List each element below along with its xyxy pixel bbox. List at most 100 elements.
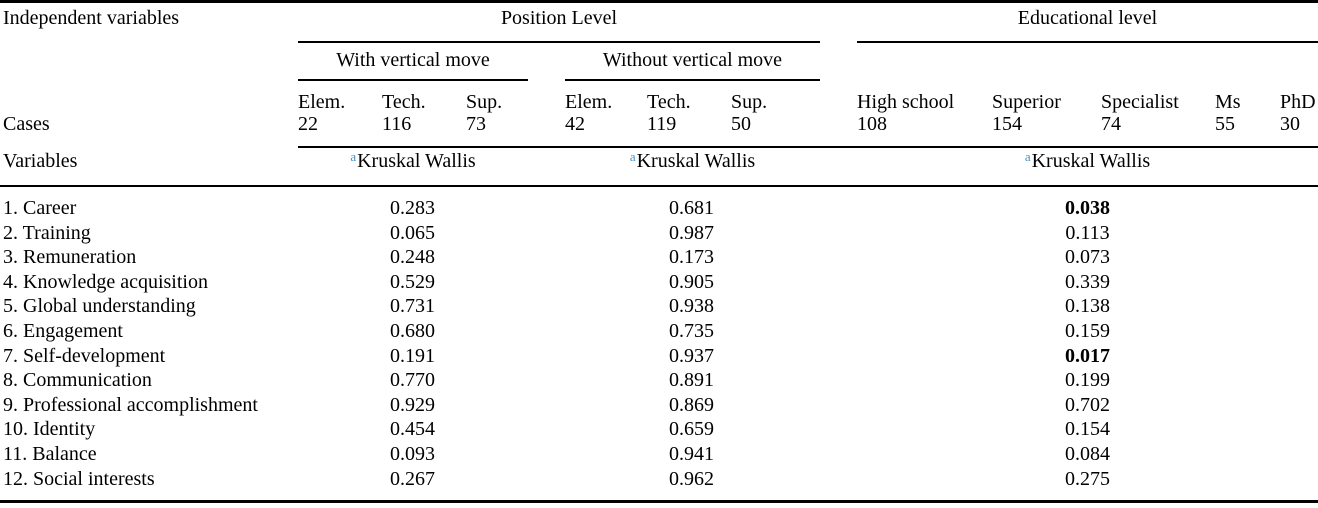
cases-value: 30 bbox=[1280, 113, 1300, 135]
footnote-marker-a: a bbox=[350, 149, 357, 164]
table-row: 5. Global understanding 0.731 0.938 0.13… bbox=[0, 294, 1318, 319]
position-level-header: Position Level bbox=[500, 7, 618, 29]
pvalue-education: 0.073 bbox=[1065, 246, 1110, 269]
table-row: 2. Training 0.065 0.987 0.113 bbox=[0, 221, 1318, 246]
pvalue-without-move: 0.987 bbox=[669, 221, 714, 244]
pvalue-with-move: 0.929 bbox=[390, 393, 435, 416]
pvalue-with-move: 0.283 bbox=[390, 197, 435, 219]
table-row: 12. Social interests 0.267 0.962 0.275 bbox=[0, 467, 1318, 492]
table-row: 6. Engagement 0.680 0.735 0.159 bbox=[0, 319, 1318, 344]
pvalue-education: 0.702 bbox=[1065, 393, 1110, 416]
rule-bottom bbox=[0, 500, 1318, 503]
test-name: Kruskal Wallis bbox=[636, 150, 756, 172]
with-vertical-move-header: With vertical move bbox=[336, 49, 490, 71]
pvalue-without-move: 0.173 bbox=[669, 246, 714, 269]
pvalue-without-move: 0.891 bbox=[669, 369, 714, 392]
pvalue-without-move: 0.869 bbox=[669, 393, 714, 416]
cases-value: 116 bbox=[382, 113, 412, 135]
pvalue-education: 0.113 bbox=[1065, 221, 1110, 244]
rule-position-level bbox=[298, 41, 820, 43]
pvalue-with-move: 0.191 bbox=[390, 344, 435, 367]
column-header: PhD bbox=[1280, 91, 1316, 113]
column-header: High school bbox=[857, 91, 955, 113]
test-name: Kruskal Wallis bbox=[1031, 150, 1151, 172]
rule-under-variables bbox=[0, 185, 1318, 187]
row-label: 7. Self-development bbox=[3, 344, 166, 367]
column-header: Tech. bbox=[382, 91, 426, 113]
row-label: 12. Social interests bbox=[3, 467, 155, 490]
cases-value: 154 bbox=[992, 113, 1022, 135]
row-label: 6. Engagement bbox=[3, 319, 123, 342]
test-label-without-move: aKruskal Wallis bbox=[565, 147, 820, 175]
table-row: 11. Balance 0.093 0.941 0.084 bbox=[0, 442, 1318, 467]
pvalue-with-move: 0.454 bbox=[390, 418, 435, 441]
pvalue-without-move: 0.962 bbox=[669, 467, 714, 490]
pvalue-education: 0.038 bbox=[1065, 197, 1110, 219]
row-label: 11. Balance bbox=[3, 442, 97, 465]
table-row: 9. Professional accomplishment 0.929 0.8… bbox=[0, 393, 1318, 418]
table-row: 8. Communication 0.770 0.891 0.199 bbox=[0, 368, 1318, 393]
pvalue-education: 0.154 bbox=[1065, 418, 1110, 441]
independent-variables-header: Independent variables bbox=[3, 7, 180, 29]
variables-label: Variables bbox=[3, 150, 78, 172]
pvalue-without-move: 0.735 bbox=[669, 319, 714, 342]
pvalue-with-move: 0.770 bbox=[390, 369, 435, 392]
rule-without-vertical-move bbox=[565, 79, 820, 81]
pvalue-with-move: 0.093 bbox=[390, 442, 435, 465]
table-row: 1. Career 0.283 0.681 0.038 bbox=[0, 196, 1318, 221]
table-row: 7. Self-development 0.191 0.937 0.017 bbox=[0, 344, 1318, 369]
row-label: 9. Professional accomplishment bbox=[3, 393, 258, 416]
pvalue-education: 0.159 bbox=[1065, 319, 1110, 342]
pvalue-without-move: 0.938 bbox=[669, 295, 714, 318]
column-header: Elem. bbox=[565, 91, 613, 113]
pvalue-education: 0.199 bbox=[1065, 369, 1110, 392]
cases-value: 108 bbox=[857, 113, 887, 135]
table-row: 4. Knowledge acquisition 0.529 0.905 0.3… bbox=[0, 270, 1318, 295]
row-label: 5. Global understanding bbox=[3, 295, 196, 318]
column-header: Sup. bbox=[466, 91, 503, 113]
pvalue-with-move: 0.731 bbox=[390, 295, 435, 318]
pvalue-without-move: 0.941 bbox=[669, 442, 714, 465]
column-header: Specialist bbox=[1101, 91, 1179, 113]
column-header: Sup. bbox=[731, 91, 768, 113]
row-label: 4. Knowledge acquisition bbox=[3, 270, 208, 293]
pvalue-with-move: 0.529 bbox=[390, 270, 435, 293]
pvalue-education: 0.017 bbox=[1065, 344, 1110, 367]
cases-value: 42 bbox=[565, 113, 585, 135]
column-header: Ms bbox=[1215, 91, 1241, 113]
cases-label: Cases bbox=[3, 113, 50, 135]
table-body: 1. Career 0.283 0.681 0.038 2. Training … bbox=[0, 196, 1318, 491]
pvalue-with-move: 0.065 bbox=[390, 221, 435, 244]
pvalue-education: 0.275 bbox=[1065, 467, 1110, 490]
educational-level-header: Educational level bbox=[1017, 7, 1158, 29]
cases-value: 74 bbox=[1101, 113, 1121, 135]
column-header: Elem. bbox=[298, 91, 346, 113]
row-label: 10. Identity bbox=[3, 418, 96, 441]
row-label: 8. Communication bbox=[3, 369, 152, 392]
row-label: 2. Training bbox=[3, 221, 91, 244]
rule-educational-level bbox=[857, 41, 1318, 43]
pvalue-education: 0.084 bbox=[1065, 442, 1110, 465]
test-label-education: aKruskal Wallis bbox=[857, 147, 1318, 175]
pvalue-with-move: 0.680 bbox=[390, 319, 435, 342]
footnote-marker-a: a bbox=[629, 149, 636, 164]
rule-under-cases bbox=[298, 146, 1318, 148]
pvalue-without-move: 0.681 bbox=[669, 197, 714, 219]
pvalue-without-move: 0.937 bbox=[669, 344, 714, 367]
pvalue-education: 0.138 bbox=[1065, 295, 1110, 318]
rule-top bbox=[0, 0, 1318, 3]
cases-value: 50 bbox=[731, 113, 751, 135]
table-row: 3. Remuneration 0.248 0.173 0.073 bbox=[0, 245, 1318, 270]
cases-value: 22 bbox=[298, 113, 318, 135]
cases-value: 119 bbox=[647, 113, 677, 135]
test-label-with-move: aKruskal Wallis bbox=[298, 147, 528, 175]
rule-with-vertical-move bbox=[298, 79, 528, 81]
row-label: 1. Career bbox=[3, 197, 77, 219]
row-label: 3. Remuneration bbox=[3, 246, 137, 269]
without-vertical-move-header: Without vertical move bbox=[602, 49, 783, 71]
cases-value: 55 bbox=[1215, 113, 1235, 135]
pvalue-with-move: 0.248 bbox=[390, 246, 435, 269]
column-header: Tech. bbox=[647, 91, 691, 113]
table-row: 10. Identity 0.454 0.659 0.154 bbox=[0, 417, 1318, 442]
